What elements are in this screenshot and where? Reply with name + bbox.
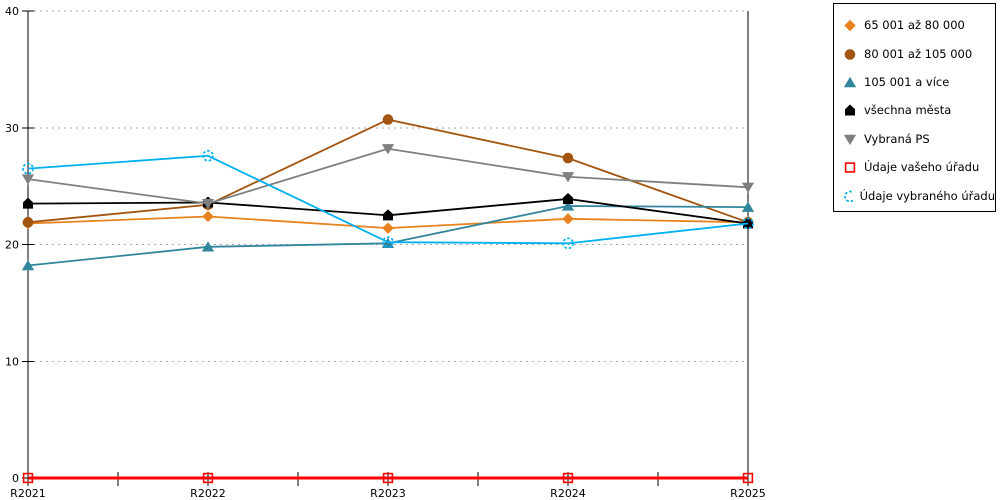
y-tick-label: 20 — [5, 239, 19, 252]
x-tick-label: R2021 — [10, 487, 46, 500]
circle-marker-icon — [844, 48, 856, 60]
triangle-up-marker-icon — [21, 259, 35, 271]
triangle-up-marker-icon — [741, 201, 755, 212]
open-square-marker-icon — [562, 472, 574, 484]
legend-marker — [843, 76, 857, 88]
x-tick-label: R2022 — [190, 487, 226, 500]
diamond-marker-icon — [844, 19, 856, 32]
legend-item-label: všechna města — [864, 103, 952, 118]
diamond-marker-icon — [202, 210, 214, 223]
triangle-down-marker-icon — [381, 144, 395, 155]
triangle-up-marker-icon — [561, 200, 575, 211]
triangle-up-marker-icon — [843, 76, 857, 88]
legend-item: 65 001 až 80 000 — [843, 11, 995, 39]
legend-marker — [845, 104, 855, 116]
circle-marker-icon — [382, 114, 394, 125]
y-axis-ticks: 0 10 20 30 40 — [5, 5, 34, 485]
open-square-marker-icon — [22, 472, 34, 484]
legend-marker — [843, 134, 857, 145]
open-square-marker-icon — [742, 472, 754, 484]
y-tick-label: 40 — [5, 5, 19, 18]
legend: 65 001 až 80 000 80 001 až 105 000 105 001… — [833, 3, 996, 212]
x-tick-label: R2023 — [370, 487, 406, 500]
y-tick-label: 10 — [5, 355, 19, 368]
legend-item: Vybraná PS — [843, 125, 995, 153]
house-marker-icon — [23, 197, 33, 209]
legend-item-label: Údaje vybraného úřadu — [859, 188, 995, 203]
series-group — [21, 114, 755, 484]
open-circle-marker-icon — [742, 217, 754, 230]
house-marker-icon — [383, 209, 393, 221]
x-tick-label: R2024 — [550, 487, 586, 500]
house-marker-icon — [845, 104, 855, 116]
legend-item: všechna města — [843, 96, 995, 124]
legend-item-label: 105 001 a více — [864, 74, 950, 89]
diamond-marker-icon — [382, 222, 394, 234]
circle-marker-icon — [562, 152, 574, 164]
open-square-marker-icon — [202, 472, 214, 484]
triangle-up-marker-icon — [201, 241, 215, 252]
legend-item-label: 65 001 až 80 000 — [864, 18, 965, 33]
legend-marker — [844, 19, 856, 32]
triangle-down-marker-icon — [21, 174, 35, 185]
series-line — [27, 154, 749, 245]
open-square-marker-icon — [844, 162, 856, 173]
house-marker-icon — [563, 192, 573, 204]
legend-item: 80 001 až 105 000 — [843, 39, 995, 67]
legend-item-label: Údaje vašeho úřadu — [864, 160, 980, 175]
legend-item-label: Vybraná PS — [864, 131, 930, 146]
triangle-down-marker-icon — [741, 182, 755, 193]
series-4 — [21, 144, 755, 210]
open-circle-marker-icon — [844, 190, 853, 202]
open-circle-marker-icon — [382, 236, 394, 249]
open-circle-marker-icon — [22, 162, 34, 175]
open-circle-marker-icon — [202, 149, 214, 162]
series-5 — [22, 472, 754, 484]
open-square-marker-icon — [382, 472, 394, 484]
triangle-down-marker-icon — [843, 134, 857, 145]
triangle-down-marker-icon — [561, 172, 575, 183]
diamond-marker-icon — [562, 213, 574, 225]
x-tick-label: R2025 — [730, 487, 766, 500]
legend-item: Údaje vybraného úřadu — [843, 181, 995, 209]
series-line — [27, 147, 749, 205]
legend-item: 105 001 a více — [843, 68, 995, 96]
legend-item-label: 80 001 až 105 000 — [864, 46, 973, 61]
circle-marker-icon — [22, 217, 34, 228]
house-marker-icon — [743, 217, 753, 229]
x-axis-ticks: R2021 R2022 R2023 R2024 R2025 — [10, 472, 766, 500]
y-tick-label: 0 — [12, 472, 19, 485]
legend-marker — [844, 162, 856, 173]
legend-item: Údaje vašeho úřadu — [843, 153, 995, 181]
open-circle-marker-icon — [562, 237, 574, 250]
legend-marker — [844, 48, 856, 60]
series-6 — [22, 149, 754, 250]
y-tick-label: 30 — [5, 122, 19, 135]
gridlines — [28, 10, 748, 362]
triangle-down-marker-icon — [201, 198, 215, 210]
legend-marker — [844, 190, 853, 202]
